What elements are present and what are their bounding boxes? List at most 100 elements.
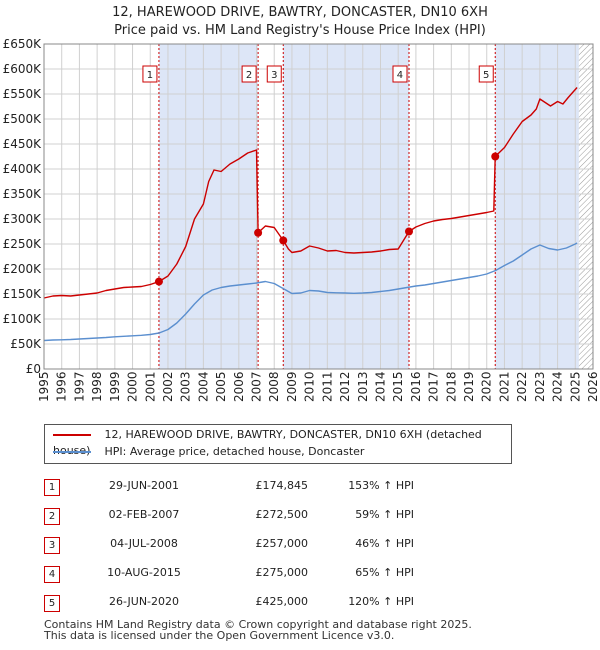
sale-number-box [266,65,282,83]
sale-row: 4 10-AUG-2015 £275,000 65% ↑ HPI [44,560,464,589]
sale-number-label: 5 [483,70,489,81]
y-tick-label: £50K [10,337,42,351]
x-tick-label: 2008 [267,371,281,402]
sale-date: 29-JUN-2001 [108,479,180,492]
x-tick-label: 1997 [72,371,86,402]
sale-number-badge: 4 [44,566,60,583]
sale-price: £257,000 [255,537,309,550]
forecast-hatch [578,44,593,369]
sale-price: £174,845 [255,479,309,492]
y-tick-label: £400K [3,162,43,176]
ownership-shade [495,44,579,369]
sale-hpi-change: 120% ↑ HPI [348,595,414,608]
sale-row: 1 29-JUN-2001 £174,845 153% ↑ HPI [44,473,464,502]
sale-number-badge: 1 [44,479,60,496]
x-tick-label: 1996 [55,371,69,402]
sale-point [404,227,413,236]
y-tick-label: £100K [3,312,43,326]
sale-hpi-change: 59% ↑ HPI [355,508,414,521]
x-tick-label: 2004 [196,371,210,402]
y-tick-label: £650K [3,37,43,51]
sale-number-box [142,65,158,83]
x-tick-label: 2015 [391,371,405,402]
sale-point [279,236,288,245]
sale-row: 2 02-FEB-2007 £272,500 59% ↑ HPI [44,502,464,531]
ownership-shade [158,44,259,369]
sale-number-label: 1 [147,70,153,81]
legend-item-property: 12, HAREWOOD DRIVE, BAWTRY, DONCASTER, D… [53,427,511,457]
x-tick-label: 2021 [497,371,511,402]
plot-border [43,43,594,370]
sale-number-label: 2 [246,70,252,81]
chart-legend: 12, HAREWOOD DRIVE, BAWTRY, DONCASTER, D… [44,424,512,464]
x-tick-label: 2024 [551,371,565,402]
x-tick-label: 2010 [303,371,317,402]
ownership-shade [283,44,409,369]
y-tick-label: £550K [3,87,43,101]
legend-swatch-blue [53,451,91,453]
sale-date: 04-JUL-2008 [110,537,178,550]
y-tick-label: £300K [3,212,43,226]
x-tick-label: 2011 [320,371,334,402]
x-tick-label: 2006 [232,371,246,402]
sale-row: 3 04-JUL-2008 £257,000 46% ↑ HPI [44,531,464,560]
x-tick-label: 2007 [250,371,264,402]
x-tick-label: 2002 [161,371,175,402]
hpi-line [43,242,578,342]
legend-swatch-red [53,434,91,436]
sale-point [254,228,263,237]
sale-hpi-change: 65% ↑ HPI [355,566,414,579]
y-tick-label: £150K [3,287,43,301]
x-tick-label: 1999 [108,371,122,402]
y-tick-label: £500K [3,112,43,126]
y-tick-label: £0 [26,362,41,376]
x-tick-label: 2019 [462,371,476,402]
sale-number-label: 3 [271,70,277,81]
sale-number-box [478,65,494,83]
sale-number-box [241,65,257,83]
footer-copyright: Contains HM Land Registry data © Crown c… [44,618,472,631]
chart-title-line1: 12, HAREWOOD DRIVE, BAWTRY, DONCASTER, D… [112,5,488,20]
x-tick-label: 2014 [373,371,387,402]
footer-licence: This data is licensed under the Open Gov… [44,629,395,642]
x-tick-label: 2025 [568,371,582,402]
x-tick-label: 2000 [126,371,140,402]
sale-date: 02-FEB-2007 [108,508,180,521]
legend-item-hpi: HPI: Average price, detached house, Donc… [53,444,364,460]
x-tick-label: 2017 [427,371,441,402]
y-tick-label: £200K [3,262,43,276]
x-tick-label: 2013 [356,371,370,402]
x-tick-label: 2001 [143,371,157,402]
x-tick-label: 2026 [586,371,600,402]
sale-number-box [392,65,408,83]
x-tick-label: 2018 [444,371,458,402]
x-tick-label: 2012 [338,371,352,402]
sale-number-badge: 3 [44,537,60,554]
sale-number-label: 4 [397,70,403,81]
sale-hpi-change: 46% ↑ HPI [355,537,414,550]
sale-point [154,277,163,286]
sale-number-badge: 5 [44,595,60,612]
x-tick-label: 2022 [515,371,529,402]
legend-label-property: 12, HAREWOOD DRIVE, BAWTRY, DONCASTER, D… [53,428,482,457]
x-tick-label: 2009 [285,371,299,402]
sale-price: £272,500 [255,508,309,521]
sale-point [491,152,500,161]
sale-row: 5 26-JUN-2020 £425,000 120% ↑ HPI [44,589,464,618]
x-tick-label: 2003 [179,371,193,402]
x-tick-label: 1995 [37,371,51,402]
sale-price: £275,000 [255,566,309,579]
property-price-line [43,87,578,299]
sale-date: 10-AUG-2015 [107,566,181,579]
legend-label-hpi: HPI: Average price, detached house, Donc… [104,445,365,458]
footer: Contains HM Land Registry data © Crown c… [44,619,472,641]
x-tick-label: 1998 [90,371,104,402]
chart-title-line2: Price paid vs. HM Land Registry's House … [114,23,486,38]
y-tick-label: £450K [3,137,43,151]
sale-hpi-change: 153% ↑ HPI [348,479,414,492]
y-tick-label: £350K [3,187,43,201]
x-tick-label: 2020 [480,371,494,402]
x-tick-label: 2005 [214,371,228,402]
x-tick-label: 2023 [533,371,547,402]
sale-price: £425,000 [255,595,309,608]
